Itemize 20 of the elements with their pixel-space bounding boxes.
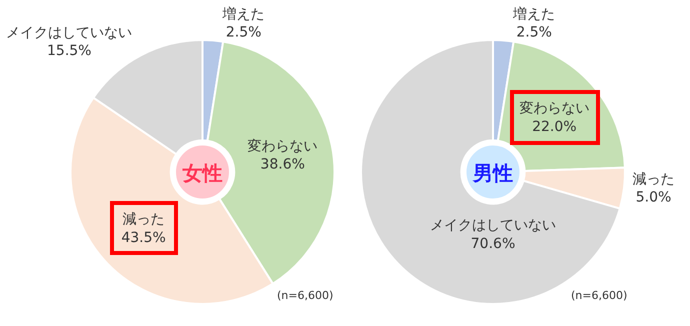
text: 男性 bbox=[472, 161, 513, 185]
slice-label: メイクはしていない bbox=[6, 24, 132, 41]
text: 女性 bbox=[182, 161, 222, 185]
data-label: 2.5% bbox=[226, 24, 262, 41]
text: (n=6,600) bbox=[571, 289, 628, 302]
text: (n=6,600) bbox=[277, 289, 334, 302]
slice-label: 減った bbox=[122, 212, 165, 228]
slice-label: 増えた bbox=[512, 5, 556, 22]
slice-label: 減った bbox=[632, 171, 675, 188]
slice-label: 変わらない bbox=[248, 138, 318, 154]
data-label: 15.5% bbox=[47, 43, 92, 60]
data-label: 43.5% bbox=[121, 230, 166, 246]
slice-label: メイクはしていない bbox=[430, 218, 556, 234]
data-label: 5.0% bbox=[636, 190, 672, 206]
data-label: 38.6% bbox=[260, 156, 305, 173]
data-label: 2.5% bbox=[516, 24, 552, 41]
data-label: 70.6% bbox=[470, 236, 516, 252]
data-label: 22.0% bbox=[532, 118, 577, 135]
slice-label: 増えた bbox=[222, 5, 265, 22]
slice-label: 変わらない bbox=[519, 100, 590, 117]
